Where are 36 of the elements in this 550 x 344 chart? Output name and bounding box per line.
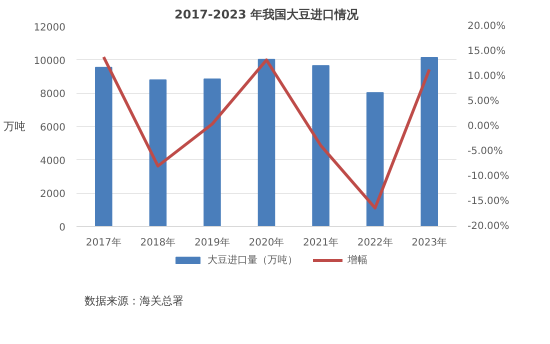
y2-tick-label: -5.00% [468, 146, 503, 157]
y-tick-label: 6000 [40, 122, 66, 134]
y-tick-label: 12000 [34, 22, 66, 34]
y2-tick-label: -20.00% [468, 221, 510, 232]
bar [149, 79, 167, 226]
legend-label: 大豆进口量（万吨） [208, 254, 298, 267]
y-axis-title: 万吨 [4, 120, 26, 133]
bar [258, 58, 276, 226]
bar [366, 92, 384, 226]
x-tick-label: 2018年 [140, 236, 176, 248]
source-note: 数据来源：海关总署 [84, 294, 184, 308]
bar [312, 65, 330, 226]
y2-tick-label: 10.00% [468, 71, 506, 82]
legend-label: 增幅 [348, 254, 368, 267]
bar [95, 66, 112, 226]
chart-title: 2017-2023 年我国大豆进口情况 [174, 8, 360, 22]
y2-tick-label: 0.00% [468, 121, 500, 132]
y-tick-label: 0 [59, 222, 66, 234]
x-tick-label: 2022年 [357, 236, 393, 248]
bar [204, 78, 221, 226]
y-tick-label: 10000 [34, 56, 66, 67]
y-tick-label: 2000 [40, 189, 66, 200]
bar [420, 57, 438, 226]
y2-tick-label: -10.00% [468, 171, 510, 182]
x-tick-label: 2021年 [303, 236, 339, 248]
x-tick-label: 2023年 [412, 236, 448, 248]
y-tick-label: 8000 [40, 89, 66, 100]
x-tick-label: 2020年 [248, 236, 284, 248]
x-tick-label: 2017年 [86, 236, 122, 248]
y2-tick-label: 15.00% [468, 46, 506, 57]
x-tick-label: 2019年 [194, 236, 230, 248]
y2-tick-label: 20.00% [468, 21, 506, 32]
line-series [102, 56, 431, 210]
y2-tick-label: -15.00% [468, 196, 510, 207]
y2-tick-label: 5.00% [468, 96, 500, 107]
y-tick-label: 4000 [40, 156, 66, 167]
